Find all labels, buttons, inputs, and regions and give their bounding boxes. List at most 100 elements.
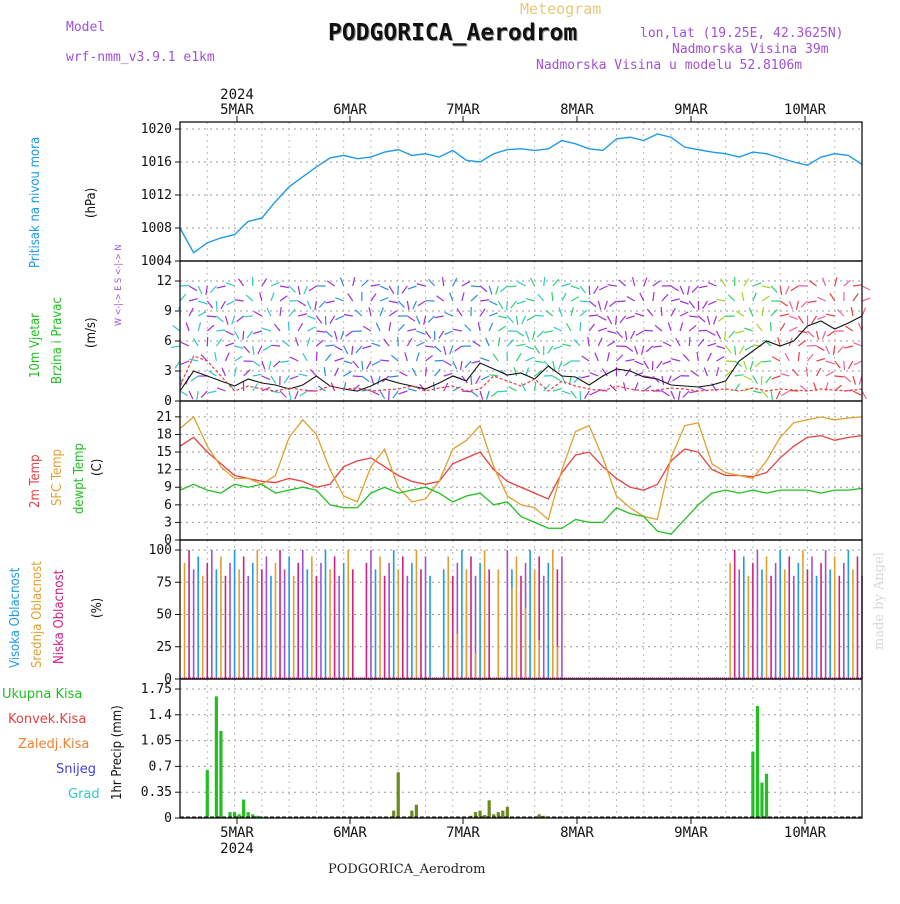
wind-barb bbox=[362, 346, 371, 348]
wind-barb bbox=[516, 331, 523, 336]
wind-barb bbox=[416, 352, 419, 361]
wind-barb bbox=[471, 295, 478, 301]
wind-barb bbox=[822, 331, 825, 339]
wind-barb bbox=[817, 368, 821, 376]
wind-barb bbox=[826, 372, 834, 376]
wind-barb bbox=[180, 391, 188, 396]
wind-barb bbox=[762, 361, 771, 362]
wind-barb bbox=[566, 323, 571, 331]
wind-barb bbox=[854, 361, 862, 365]
wind-barb bbox=[443, 277, 444, 286]
wind-barb bbox=[553, 361, 555, 370]
wind-barb bbox=[209, 371, 217, 376]
wind-barb bbox=[708, 301, 716, 305]
wind-barb bbox=[274, 324, 280, 331]
wind-barb bbox=[445, 331, 453, 335]
wind-barb bbox=[298, 286, 300, 295]
wind-barb bbox=[517, 301, 526, 304]
wind-barb bbox=[553, 389, 562, 391]
wind-barb bbox=[683, 354, 689, 361]
wind-barb bbox=[590, 391, 598, 395]
wind-barb bbox=[642, 346, 644, 355]
pressure-unit: (hPa) bbox=[84, 188, 99, 218]
wind-barb bbox=[766, 376, 771, 383]
wind-barb bbox=[405, 352, 407, 361]
wind-barb bbox=[273, 361, 280, 367]
wind-barb bbox=[853, 294, 858, 301]
xtick-label-bottom: 5MAR bbox=[220, 825, 254, 841]
wind-barb bbox=[691, 371, 698, 376]
ytick-label-clouds: 75 bbox=[156, 575, 172, 590]
ytick-label-temperature: 9 bbox=[164, 480, 172, 495]
wind-barb bbox=[801, 301, 807, 307]
wind-barb bbox=[225, 353, 229, 361]
credit-label: made by Angel bbox=[872, 552, 887, 650]
wind-barb bbox=[844, 346, 853, 348]
wind-barb bbox=[739, 346, 743, 354]
wind-barb bbox=[335, 298, 343, 301]
wind-barb bbox=[455, 346, 462, 351]
wind-barb bbox=[514, 367, 516, 376]
wind-barb bbox=[755, 361, 762, 367]
wind-barb bbox=[780, 323, 785, 331]
wind-barb bbox=[862, 298, 870, 301]
wind-barb bbox=[707, 343, 716, 346]
precip-bar bbox=[751, 752, 754, 818]
wind-barb bbox=[580, 376, 589, 378]
wind-barb bbox=[589, 286, 590, 295]
ytick-label-pressure: 1004 bbox=[141, 254, 172, 269]
wind-barb bbox=[689, 337, 690, 346]
wind-barb bbox=[426, 346, 435, 347]
temp-2m-label: 2m Temp bbox=[28, 455, 43, 509]
wind-barb bbox=[559, 307, 562, 316]
wind-barb bbox=[598, 316, 606, 320]
wind-barb bbox=[680, 286, 684, 294]
wind-barb bbox=[280, 286, 289, 288]
wind-barb bbox=[553, 279, 559, 286]
wind-barb bbox=[180, 294, 186, 301]
wind-barb bbox=[335, 331, 337, 340]
wind-barb bbox=[662, 376, 664, 385]
wind-barb bbox=[744, 376, 752, 380]
wind-barb bbox=[198, 322, 200, 331]
wind-barb bbox=[344, 361, 353, 363]
wind-barb bbox=[271, 293, 274, 301]
wind-barb bbox=[189, 308, 193, 316]
wind-unit: (m/s) bbox=[84, 317, 99, 348]
wind-barb bbox=[692, 286, 698, 292]
ytick-label-wind: 3 bbox=[164, 364, 172, 379]
wind-barb bbox=[853, 376, 856, 385]
wind-barb bbox=[671, 391, 675, 399]
wind-barb bbox=[761, 376, 762, 385]
wind-barb bbox=[341, 331, 344, 340]
wind-barb bbox=[235, 300, 244, 301]
wind-barb bbox=[225, 316, 228, 325]
precip-bar bbox=[219, 731, 222, 818]
wind-barb bbox=[571, 307, 573, 316]
wind-barb bbox=[607, 316, 611, 324]
precip-bar bbox=[415, 805, 418, 818]
wind-barb bbox=[562, 391, 571, 394]
wind-barb bbox=[472, 341, 480, 346]
wind-barb bbox=[744, 361, 747, 370]
ytick-label-pressure: 1012 bbox=[141, 188, 172, 203]
wind-barb bbox=[326, 301, 335, 303]
wind-barb bbox=[717, 331, 721, 339]
wind-barb bbox=[353, 376, 362, 377]
wind-barb bbox=[416, 342, 424, 346]
wind-barb bbox=[280, 391, 286, 397]
wind-barb bbox=[426, 331, 431, 338]
wind-barb bbox=[217, 388, 225, 391]
wind-barb bbox=[678, 391, 680, 400]
wind-barb bbox=[845, 326, 853, 331]
wind-barb bbox=[662, 294, 668, 301]
wind-barb bbox=[344, 371, 352, 376]
wind-barb bbox=[324, 367, 325, 376]
wind-barb bbox=[207, 316, 216, 317]
wind-barb bbox=[635, 346, 638, 354]
panel-frame-precip bbox=[180, 679, 862, 818]
wind-barb bbox=[426, 355, 433, 361]
wind-barb bbox=[647, 309, 653, 316]
